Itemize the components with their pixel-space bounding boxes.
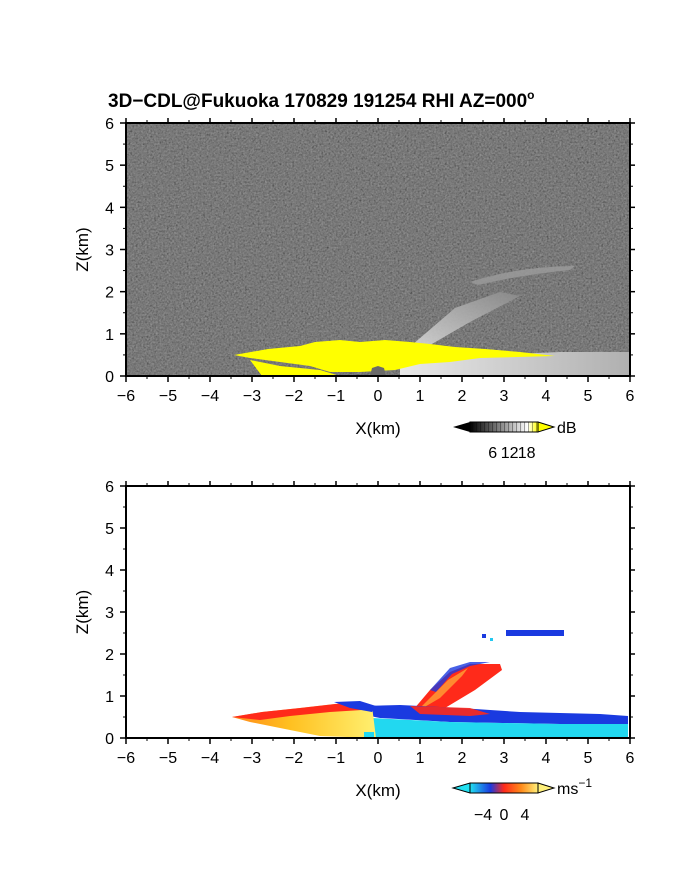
x-tick-label: −2 (285, 388, 303, 405)
colorbar-ticks: −4 0 4 (474, 807, 530, 824)
y-tick-label: 0 (105, 369, 114, 386)
x-tick-label: −6 (117, 750, 135, 767)
x-tick-label: 3 (500, 388, 509, 405)
upper-velocity-speck (482, 634, 486, 638)
x-tick-label: 5 (584, 388, 593, 405)
slanted-velocity-streak (416, 668, 468, 712)
y-tick-label: 1 (105, 327, 114, 344)
colorbar-tick-label: 0 (500, 807, 509, 824)
reflectivity-colorbar: dB 6 12 18 (453, 420, 577, 462)
x-tick-label: −5 (159, 750, 177, 767)
y-tick-label: 3 (105, 243, 114, 260)
colorbar-tick-label: −4 (474, 807, 492, 824)
colorbar-gradient (470, 783, 538, 793)
x-tick-label: 1 (416, 750, 425, 767)
colorbar-tick-label: 18 (518, 445, 536, 462)
x-tick-label: −2 (285, 750, 303, 767)
x-tick-label: −3 (243, 388, 261, 405)
y-tick-label: 3 (105, 605, 114, 622)
y-tick-label: 2 (105, 285, 114, 302)
colorbar-unit: dB (557, 420, 577, 437)
x-tick-label: 4 (542, 388, 551, 405)
figure-title: 3D−CDL@Fukuoka 170829 191254 RHI AZ=000o (108, 88, 535, 112)
colorbar-frame (469, 421, 539, 433)
colorbar-right-arrow (537, 421, 556, 433)
x-tick-label: −4 (201, 750, 219, 767)
colorbar-tick-label: 6 (488, 445, 497, 462)
x-tick-label: 4 (542, 750, 551, 767)
noise-speckle (126, 123, 630, 376)
y-tick-label: 6 (105, 479, 114, 496)
colorbar-left-arrow (451, 782, 471, 794)
y-tick-label: 0 (105, 731, 114, 748)
x-tick-label: 0 (374, 388, 383, 405)
x-tick-label: −1 (327, 388, 345, 405)
ground-echo-west (250, 360, 340, 376)
y-tick-label: 5 (105, 158, 114, 175)
colorbar-ticks: 6 12 18 (488, 445, 535, 462)
colorbar-tick-label: 12 (501, 445, 519, 462)
colorbar-left-arrow (453, 422, 470, 432)
ground-velocity-east-cyan (372, 718, 628, 738)
x-axis-label: X(km) (355, 419, 400, 438)
y-axis-label: Z(km) (73, 590, 92, 634)
reflectivity-axes: −6 −5 −4 −3 −2 −1 0 1 2 3 4 5 6 0 1 2 3 4 5 6 X(km) Z(km) (73, 116, 635, 438)
x-tick-label: −3 (243, 750, 261, 767)
x-tick-label: −5 (159, 388, 177, 405)
x-tick-label: 5 (584, 750, 593, 767)
x-tick-label: −1 (327, 750, 345, 767)
ground-velocity-west-red (232, 702, 362, 720)
colorbar-tick-pattern (470, 422, 538, 432)
colorbar-frame (469, 782, 539, 794)
y-tick-label: 4 (105, 563, 114, 580)
radar-site (370, 366, 386, 376)
y-tick-label: 2 (105, 647, 114, 664)
velocity-background (126, 486, 630, 738)
x-tick-label: −4 (201, 388, 219, 405)
y-tick-label: 1 (105, 689, 114, 706)
x-tick-label: 2 (458, 388, 467, 405)
colorbar-unit: ms−1 (557, 776, 592, 798)
slanted-velocity-layer (408, 664, 502, 718)
velocity-colorbar: ms−1 −4 0 4 (451, 776, 592, 824)
x-tick-label: 0 (374, 750, 383, 767)
reflectivity-plot-area (126, 123, 630, 376)
ground-velocity-east-red (410, 706, 490, 716)
velocity-plot-area (126, 486, 630, 738)
velocity-axes: −6 −5 −4 −3 −2 −1 0 1 2 3 4 5 6 0 1 2 3 4 5 6 X(km) Z(km) (73, 479, 635, 800)
y-tick-label: 5 (105, 521, 114, 538)
colorbar-right-arrow (537, 782, 556, 794)
x-tick-label: 6 (626, 388, 635, 405)
radar-site-velocity (364, 732, 374, 738)
slanted-echo-layer (412, 292, 520, 348)
x-tick-label: 2 (458, 750, 467, 767)
upper-echo-layer (470, 266, 575, 285)
slanted-velocity-edge (430, 662, 490, 692)
velocity-panel: −6 −5 −4 −3 −2 −1 0 1 2 3 4 5 6 0 1 2 3 4 5 6 X(km) Z(km) ms−… (73, 479, 635, 824)
x-tick-label: 3 (500, 750, 509, 767)
x-tick-label: 6 (626, 750, 635, 767)
x-tick-label: 1 (416, 388, 425, 405)
colorbar-tick-label: 4 (520, 807, 529, 824)
y-axis-label: Z(km) (73, 227, 92, 271)
y-tick-label: 6 (105, 116, 114, 133)
x-tick-label: −6 (117, 388, 135, 405)
upper-velocity-speck (490, 638, 493, 641)
ground-velocity-west-blue (334, 701, 376, 712)
strong-echo (234, 340, 555, 372)
upper-velocity-layer (506, 630, 564, 636)
y-tick-label: 4 (105, 200, 114, 217)
x-axis-label: X(km) (355, 781, 400, 800)
